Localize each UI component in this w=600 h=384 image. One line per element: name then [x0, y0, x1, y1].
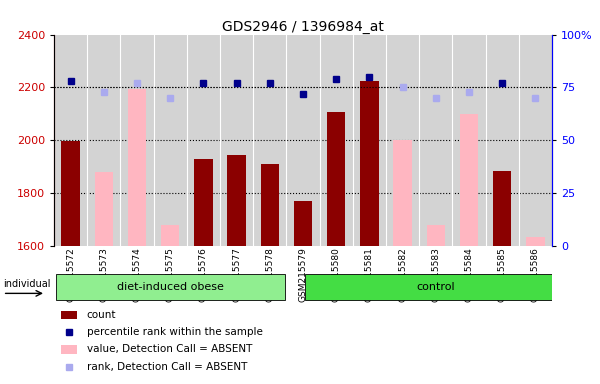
Text: rank, Detection Call = ABSENT: rank, Detection Call = ABSENT [86, 362, 247, 372]
Text: control: control [416, 282, 455, 292]
FancyBboxPatch shape [305, 274, 567, 300]
Bar [394, 140, 412, 246]
Text: value, Detection Call = ABSENT: value, Detection Call = ABSENT [86, 344, 252, 354]
Bar [95, 172, 113, 246]
Text: percentile rank within the sample: percentile rank within the sample [86, 327, 262, 337]
Bar [61, 141, 80, 246]
Bar [227, 155, 246, 246]
Bar [61, 311, 77, 319]
Bar [194, 159, 212, 246]
Bar [260, 164, 279, 246]
Bar [327, 113, 346, 246]
Bar [526, 237, 545, 246]
Bar [360, 81, 379, 246]
Bar [294, 201, 312, 246]
Bar [460, 114, 478, 246]
Text: diet-induced obese: diet-induced obese [117, 282, 224, 292]
Bar [493, 170, 511, 246]
FancyBboxPatch shape [56, 274, 285, 300]
Bar [61, 345, 77, 354]
Text: individual: individual [3, 278, 50, 289]
Title: GDS2946 / 1396984_at: GDS2946 / 1396984_at [222, 20, 384, 33]
Bar [161, 225, 179, 246]
Bar [427, 225, 445, 246]
Text: count: count [86, 310, 116, 320]
Bar [128, 89, 146, 246]
